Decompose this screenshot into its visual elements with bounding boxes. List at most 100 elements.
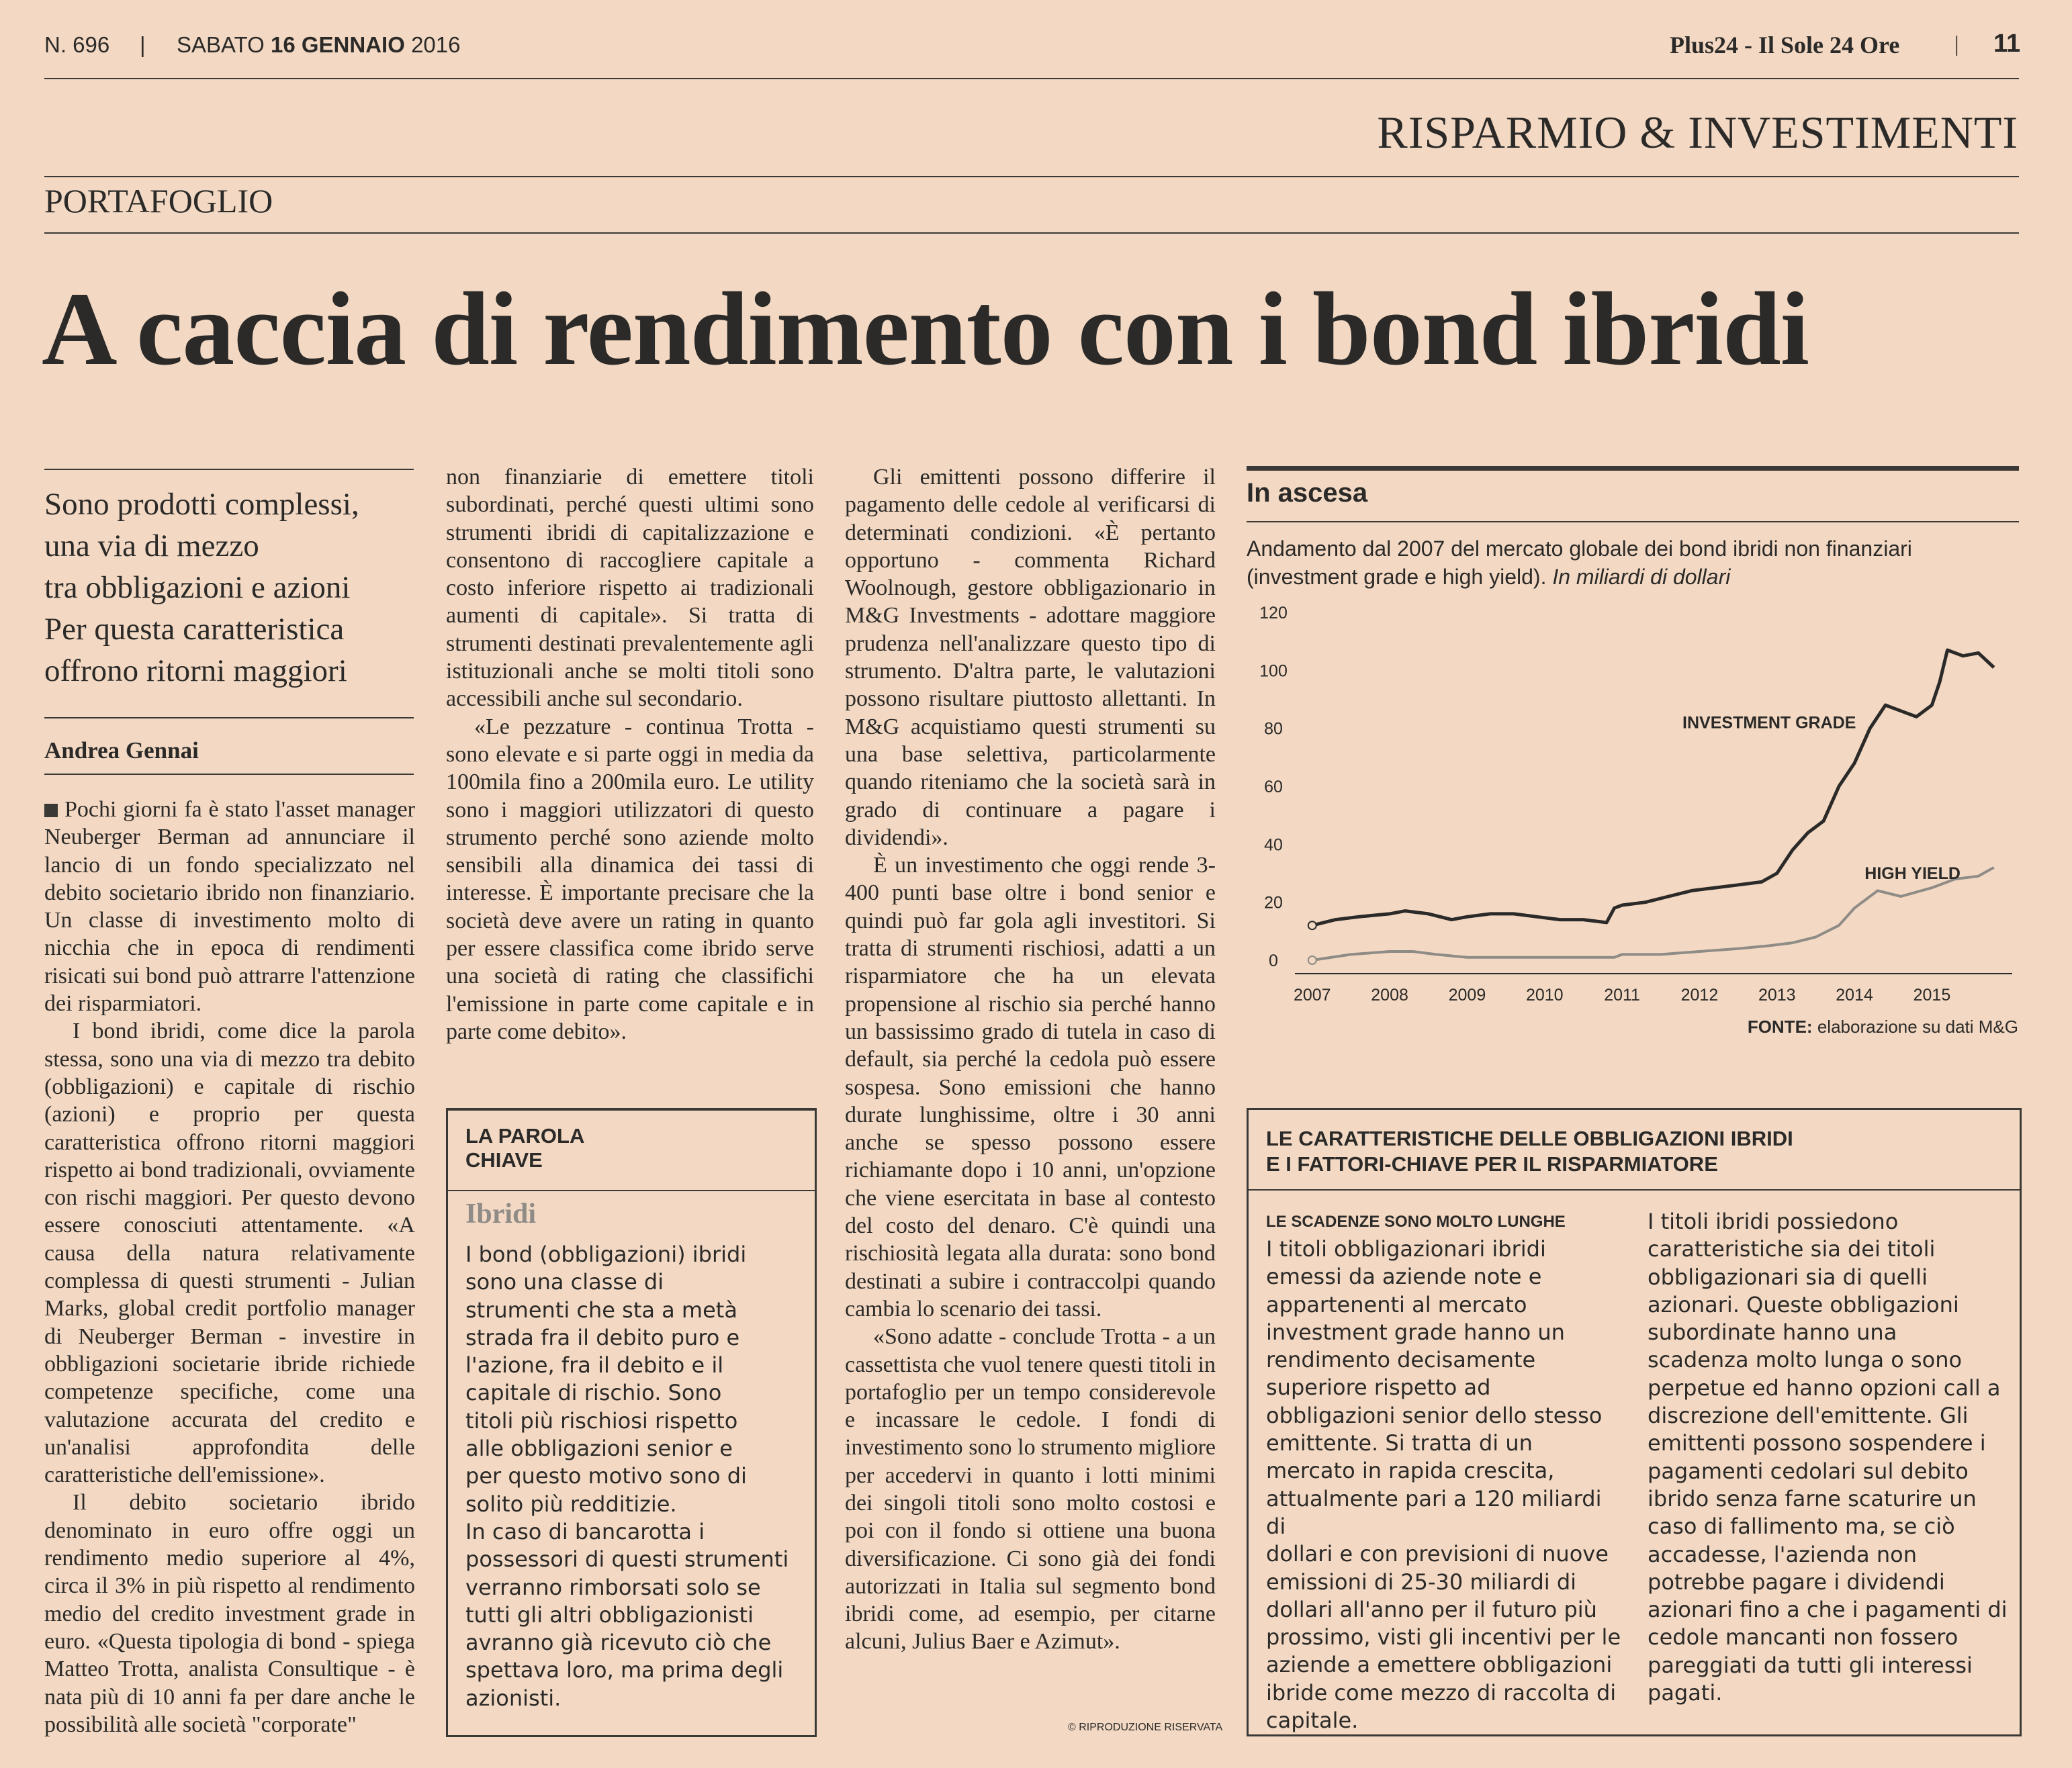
subhead-bottom-rule bbox=[44, 717, 414, 718]
keyword-line: possessori di questi strumenti bbox=[465, 1546, 789, 1573]
facts-line: azionari fino a che i pagamenti di bbox=[1648, 1597, 2008, 1623]
chart-title: In ascesa bbox=[1247, 478, 1368, 508]
facts-line: pareggiati da tutti gli interessi bbox=[1648, 1652, 1973, 1678]
x-tick-label: 2011 bbox=[1604, 986, 1640, 1005]
investment-grade-line bbox=[1312, 648, 1995, 927]
article-column-3: Gli emittenti possono differire il pagam… bbox=[845, 463, 1216, 1656]
facts-box: LE CARATTERISTICHE DELLE OBBLIGAZIONI IB… bbox=[1247, 1108, 2022, 1736]
facts-line: pagamenti cedolari sul debito bbox=[1648, 1458, 1969, 1484]
facts-line: I titoli obbligazionari ibridi bbox=[1266, 1236, 1546, 1262]
date-day: SABATO bbox=[177, 32, 265, 57]
keyword-box-divider bbox=[448, 1190, 815, 1191]
x-tick-label: 2015 bbox=[1913, 986, 1951, 1005]
author-byline: Andrea Gennai bbox=[44, 737, 199, 763]
facts-line: potrebbe pagare i dividendi bbox=[1648, 1569, 1945, 1595]
high-yield-line bbox=[1312, 866, 1995, 962]
subhead-top-rule bbox=[44, 469, 414, 470]
chart-source-label: FONTE: bbox=[1747, 1017, 1813, 1037]
y-tick-label: 120 bbox=[1259, 604, 1288, 622]
header-separator-right: | bbox=[1954, 32, 1959, 56]
facts-line: caso di fallimento ma, se ciò bbox=[1648, 1514, 1955, 1540]
x-tick-label: 2012 bbox=[1681, 986, 1719, 1005]
facts-line: obbligazionari sia di quelli bbox=[1648, 1264, 1928, 1290]
page-number: 11 bbox=[1993, 30, 2021, 58]
keyword-line: alle obbligazioni senior e bbox=[465, 1436, 733, 1462]
facts-line: I titoli ibridi possiedono bbox=[1648, 1209, 1899, 1234]
chart-subtitle-line: (investment grade e high yield). bbox=[1247, 565, 1547, 589]
article-paragraph: È un investimento che oggi rende 3-400 p… bbox=[845, 853, 1216, 1321]
facts-line: capitale. bbox=[1266, 1708, 1359, 1734]
facts-line: emessi da aziende note e bbox=[1266, 1264, 1542, 1290]
author-rule bbox=[44, 774, 414, 775]
chart-source: FONTE: elaborazione su dati M&G bbox=[1748, 1017, 2018, 1037]
facts-line: azionari. Queste obbligazioni bbox=[1648, 1291, 1959, 1317]
line-chart: 0 20 40 60 80 100 120 2007 2008 2009 2010 2011 2012 2… bbox=[1259, 604, 2012, 1005]
date-bold: 16 GENNAIO bbox=[271, 32, 405, 57]
facts-line: scadenza molto lunga o sono bbox=[1648, 1347, 1963, 1373]
keyword-line: tutti gli altri obbligazionisti bbox=[465, 1601, 754, 1628]
facts-line: caratteristiche sia dei titoli bbox=[1648, 1236, 1936, 1262]
chart-subtitle-line: Andamento dal 2007 del mercato globale d… bbox=[1247, 537, 1912, 561]
subheadline: Sono prodotti complessi, una via di mezz… bbox=[44, 483, 420, 692]
facts-title-line: LE CARATTERISTICHE DELLE OBBLIGAZIONI IB… bbox=[1266, 1127, 1793, 1150]
x-tick-label: 2013 bbox=[1758, 986, 1796, 1005]
facts-line: perpetue ed hanno opzioni call a bbox=[1648, 1375, 2001, 1401]
article-paragraph: Pochi giorni fa è stato l'asset manager … bbox=[44, 797, 415, 1017]
facts-line: dollari all'anno per il futuro più bbox=[1266, 1596, 1597, 1622]
keyword-line: verranno rimborsati solo se bbox=[465, 1574, 761, 1600]
keyword-line: avranno già ricevuto ciò che bbox=[465, 1630, 772, 1656]
keyword-line: sono una classe di bbox=[465, 1269, 664, 1295]
facts-left-text: I titoli obbligazionari ibridi emessi da… bbox=[1266, 1236, 1622, 1734]
section-title: RISPARMIO & INVESTIMENTI bbox=[1377, 107, 2018, 158]
keyword-box-title: LA PAROLA CHIAVE bbox=[465, 1124, 584, 1172]
keyword-line: strada fra il debito puro e bbox=[465, 1324, 740, 1350]
article-paragraph: «Le pezzature - continua Trotta - sono e… bbox=[446, 714, 814, 1044]
series-label-high-yield: HIGH YIELD bbox=[1864, 864, 1961, 883]
facts-line: pagati. bbox=[1648, 1680, 1723, 1706]
x-tick-label: 2007 bbox=[1294, 986, 1331, 1005]
facts-line: cedole mancanti non fossero bbox=[1648, 1624, 1958, 1650]
facts-line: emissioni di 25-30 miliardi di bbox=[1266, 1569, 1577, 1595]
keyword-line: capitale di rischio. Sono bbox=[465, 1380, 722, 1406]
article-paragraph: I bond ibridi, come dice la parola stess… bbox=[44, 1019, 415, 1488]
facts-line: emittente. Si tratta di un bbox=[1266, 1430, 1533, 1456]
subheadline-line: tra obbligazioni e azioni bbox=[44, 570, 351, 605]
subheadline-line: Sono prodotti complessi, bbox=[44, 487, 359, 522]
header-separator: | bbox=[140, 32, 146, 57]
series-start-marker bbox=[1307, 956, 1317, 965]
facts-line: rendimento decisamente bbox=[1266, 1347, 1536, 1373]
headline: A caccia di rendimento con i bond ibridi bbox=[42, 271, 1809, 387]
facts-line: subordinate hanno una bbox=[1648, 1319, 1897, 1346]
article-column-2: non finanziarie di emettere titoli subor… bbox=[446, 463, 814, 1045]
facts-line: appartenenti al mercato bbox=[1266, 1291, 1527, 1317]
facts-left-column: LE SCADENZE SONO MOLTO LUNGHE I titoli o… bbox=[1266, 1208, 1622, 1734]
x-tick-label: 2009 bbox=[1449, 986, 1486, 1005]
keyword-title-line: LA PAROLA bbox=[465, 1124, 585, 1148]
article-column-1: Pochi giorni fa è stato l'asset manager … bbox=[44, 796, 415, 1738]
subheadline-line: una via di mezzo bbox=[44, 528, 259, 563]
facts-line: prossimo, visti gli incentivi per le bbox=[1266, 1624, 1621, 1650]
y-tick-label: 100 bbox=[1259, 661, 1288, 680]
series-label-investment-grade: INVESTMENT GRADE bbox=[1682, 714, 1856, 733]
facts-line: mercato in rapida crescita, bbox=[1266, 1458, 1555, 1484]
chart-title-rule bbox=[1247, 521, 2019, 522]
x-tick-label: 2008 bbox=[1371, 986, 1408, 1005]
y-tick-label: 80 bbox=[1264, 720, 1283, 739]
keyword-line: azionisti. bbox=[465, 1685, 561, 1711]
chart-subtitle: Andamento dal 2007 del mercato globale d… bbox=[1247, 534, 2019, 591]
keyword-line: per questo motivo sono di bbox=[465, 1463, 747, 1489]
facts-line: attualmente pari a 120 miliardi di bbox=[1266, 1485, 1602, 1539]
keyword-line: solito più redditizie. bbox=[465, 1491, 677, 1517]
article-paragraph: Il debito societario ibrido denominato i… bbox=[44, 1490, 415, 1737]
facts-line: dollari e con previsioni di nuove bbox=[1266, 1541, 1609, 1567]
article-paragraph: non finanziarie di emettere titoli subor… bbox=[446, 465, 814, 712]
keyword-title-line: CHIAVE bbox=[465, 1148, 543, 1172]
keyword-definition: I bond (obbligazioni) ibridi sono una cl… bbox=[465, 1241, 808, 1712]
y-tick-label: 40 bbox=[1264, 835, 1283, 854]
facts-line: ibrido senza farne scaturire un bbox=[1648, 1485, 1977, 1511]
x-tick-label: 2014 bbox=[1836, 986, 1873, 1005]
article-paragraph: Gli emittenti possono differire il pagam… bbox=[845, 465, 1216, 850]
y-tick-label: 60 bbox=[1264, 778, 1283, 796]
subheadline-line: Per questa caratteristica bbox=[44, 612, 345, 647]
facts-title-line: E I FATTORI-CHIAVE PER IL RISPARMIATORE bbox=[1266, 1152, 1718, 1176]
